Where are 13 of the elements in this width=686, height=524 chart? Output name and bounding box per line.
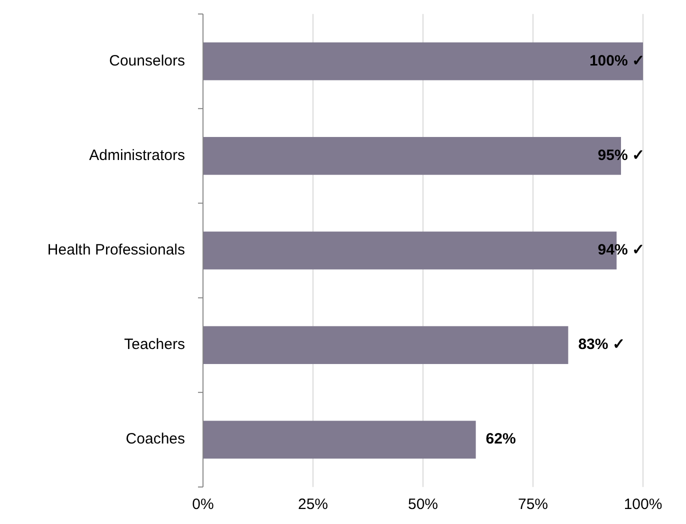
x-tick-label: 25%	[298, 496, 328, 513]
x-tick-label: 100%	[624, 496, 662, 513]
y-tick-label: Administrators	[89, 146, 185, 164]
y-tick-label: Health Professionals	[47, 241, 185, 258]
y-tick-label: Counselors	[109, 52, 185, 70]
x-tick-label: 0%	[192, 496, 214, 513]
x-tick-label: 50%	[408, 496, 438, 513]
y-tick-label: Teachers	[124, 336, 185, 354]
data-label: 100% ✓	[589, 52, 645, 70]
data-label: 62%	[486, 430, 516, 448]
data-label: 83% ✓	[578, 336, 626, 354]
y-tick-label: Coaches	[126, 430, 185, 448]
x-tick-label: 75%	[518, 496, 548, 513]
